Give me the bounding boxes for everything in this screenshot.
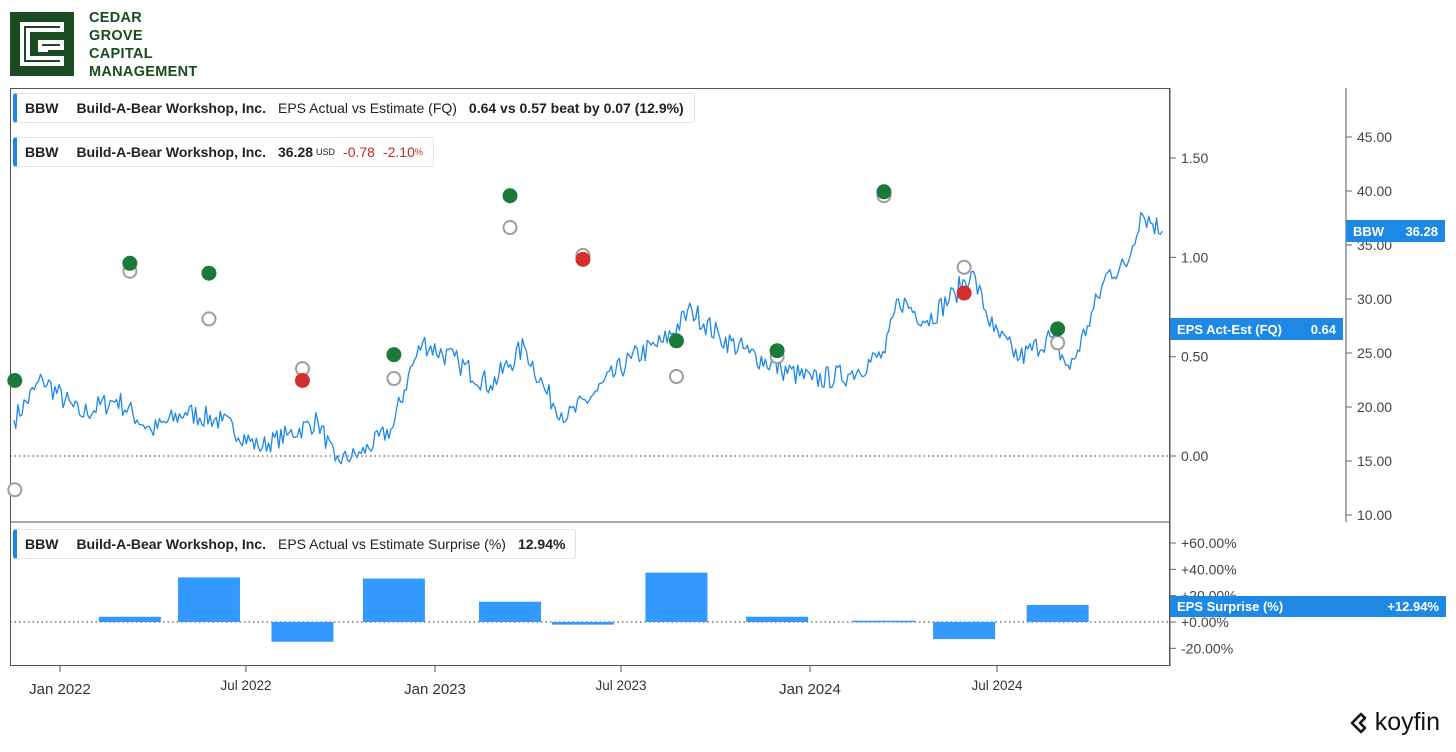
surprise-bar	[479, 601, 542, 622]
price-line	[13, 211, 1163, 465]
legend-price-value: 36.28	[277, 144, 314, 160]
eps-beat-marker	[876, 184, 892, 200]
legend-price[interactable]: BBW Build-A-Bear Workshop, Inc. 36.28 US…	[13, 137, 434, 167]
price-axis-label: 30.00	[1357, 291, 1392, 307]
surprise-bar	[177, 577, 240, 622]
cedar-grove-logo-icon	[10, 12, 74, 76]
eps-miss-marker	[294, 373, 310, 389]
surprise-bar	[271, 622, 334, 642]
surprise-value-tag: EPS Surprise (%) +12.94%	[1170, 596, 1446, 617]
x-axis-label: Jan 2024	[779, 681, 841, 698]
price-axis-label: 40.00	[1357, 183, 1392, 199]
price-tag-label: BBW	[1353, 223, 1385, 239]
eps-miss-marker	[575, 251, 591, 267]
eps-value-tag: EPS Act-Est (FQ) 0.64	[1170, 318, 1343, 340]
legend-ticker: BBW	[25, 144, 59, 160]
x-axis-label: Jan 2023	[404, 681, 466, 698]
price-tag-value: 36.28	[1405, 223, 1438, 239]
eps-tag-label: EPS Act-Est (FQ)	[1177, 321, 1282, 337]
eps-beat-marker	[122, 255, 138, 271]
legend-pct-sign: %	[414, 147, 423, 157]
eps-beat-marker	[668, 333, 684, 349]
x-axis-label: Jul 2023	[595, 678, 646, 693]
price-axis-label: 15.00	[1357, 453, 1392, 469]
legend-change: -0.78	[343, 144, 375, 160]
surprise-bar	[933, 622, 996, 640]
eps-beat-marker	[7, 373, 23, 389]
legend-metric: EPS Actual vs Estimate (FQ)	[277, 100, 457, 116]
eps-axis-label: 1.50	[1181, 150, 1208, 166]
legend-ticker: BBW	[25, 536, 59, 552]
eps-beat-marker	[386, 347, 402, 363]
surprise-bar	[551, 622, 614, 625]
eps-estimate-marker	[201, 311, 217, 327]
legend-change-pct: -2.10	[382, 144, 415, 160]
koyfin-brand: koyfin	[1349, 708, 1440, 737]
legend-ticker: BBW	[25, 100, 59, 116]
price-axis-label: 10.00	[1357, 507, 1392, 523]
logo-text-line: CAPITAL	[89, 46, 153, 62]
logo-text-line: CEDAR	[89, 10, 143, 26]
surprise-tag-label: EPS Surprise (%)	[1177, 599, 1284, 614]
surprise-axis-label: +60.00%	[1181, 535, 1237, 551]
surprise-bar	[746, 616, 809, 622]
eps-estimate-marker	[386, 371, 402, 387]
price-axis-label: 45.00	[1357, 129, 1392, 145]
legend-surprise[interactable]: BBW Build-A-Bear Workshop, Inc. EPS Actu…	[13, 529, 577, 559]
eps-miss-marker	[956, 285, 972, 301]
eps-estimate-marker	[502, 220, 518, 236]
x-axis-label: Jul 2022	[220, 678, 271, 693]
eps-tag-value: 0.64	[1310, 321, 1336, 337]
eps-beat-marker	[769, 343, 785, 359]
legend-company-name: Build-A-Bear Workshop, Inc.	[76, 100, 266, 116]
legend-eps[interactable]: BBW Build-A-Bear Workshop, Inc. EPS Actu…	[13, 93, 695, 123]
eps-beat-marker	[201, 265, 217, 281]
eps-estimate-marker	[956, 259, 972, 275]
eps-axis-label: 0.00	[1181, 448, 1208, 464]
price-axis-label: 20.00	[1357, 399, 1392, 415]
surprise-axis-label: +0.00%	[1181, 614, 1229, 630]
surprise-tag-value: +12.94%	[1387, 599, 1439, 614]
logo-text-line: GROVE	[89, 28, 143, 44]
surprise-axis-label: -20.00%	[1181, 640, 1233, 656]
eps-beat-marker	[1050, 321, 1066, 337]
legend-metric: EPS Actual vs Estimate Surprise (%)	[277, 536, 506, 552]
surprise-axis-label: +40.00%	[1181, 561, 1237, 577]
x-axis-label: Jul 2024	[971, 678, 1023, 693]
surprise-bar	[645, 572, 708, 622]
eps-estimate-marker	[7, 482, 23, 498]
legend-company-name: Build-A-Bear Workshop, Inc.	[76, 144, 266, 160]
eps-axis-label: 0.50	[1181, 349, 1208, 365]
surprise-bar	[362, 578, 425, 622]
eps-estimate-marker	[668, 369, 684, 385]
legend-value: 12.94%	[517, 536, 566, 552]
price-axis-label: 25.00	[1357, 345, 1392, 361]
logo-text-line: MANAGEMENT	[89, 64, 198, 80]
legend-currency: USD	[316, 147, 336, 157]
koyfin-wordmark: koyfin	[1374, 708, 1440, 736]
surprise-bar	[98, 616, 161, 622]
koyfin-logo-icon	[1350, 712, 1366, 733]
legend-value: 0.64 vs 0.57 beat by 0.07 (12.9%)	[468, 100, 684, 116]
surprise-bar	[1026, 604, 1089, 622]
legend-company-name: Build-A-Bear Workshop, Inc.	[76, 536, 266, 552]
eps-beat-marker	[502, 188, 518, 204]
x-axis-label: Jan 2022	[29, 681, 91, 698]
surprise-bar	[852, 620, 915, 623]
eps-axis-label: 1.00	[1181, 249, 1208, 265]
price-value-tag: BBW 36.28	[1346, 220, 1445, 242]
eps-estimate-marker	[1050, 335, 1066, 351]
